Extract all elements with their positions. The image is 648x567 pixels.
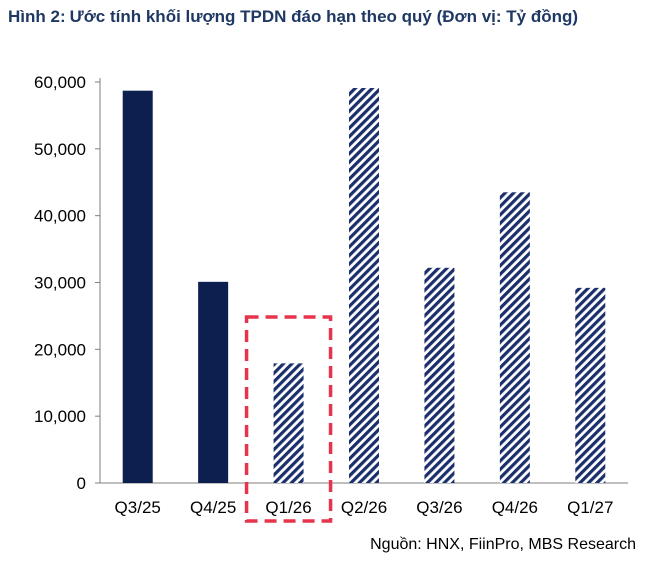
bar-q4-25 [198, 281, 229, 483]
bar-q3-25 [122, 90, 153, 484]
y-tick-label: 60,000 [34, 73, 86, 92]
highlight-dashed-box [244, 315, 333, 523]
x-tick-label: Q3/26 [416, 498, 462, 517]
x-axis: Q3/25 Q4/25 Q1/26 Q2/26 Q3/26 Q4/26 Q1/27 [100, 482, 628, 517]
y-tick-label: 30,000 [34, 274, 86, 293]
y-tick-label: 20,000 [34, 340, 86, 359]
bar-q4-26 [499, 192, 530, 483]
x-tick-label: Q1/26 [265, 498, 311, 517]
x-tick-label: Q2/26 [341, 498, 387, 517]
x-tick-label: Q3/25 [115, 498, 161, 517]
y-axis: 0 10,000 20,000 30,000 40,000 50,000 60,000 [34, 73, 101, 493]
x-tick-label: Q4/26 [492, 498, 538, 517]
chart-title: Hình 2: Ước tính khối lượng TPDN đáo hạn … [8, 6, 638, 28]
bar-q2-26 [349, 88, 379, 483]
bars [122, 88, 606, 484]
y-tick-label: 40,000 [34, 207, 86, 226]
bar-q3-26 [424, 267, 455, 483]
figure-title-text: Ước tính khối lượng TPDN đáo hạn theo qu… [69, 7, 579, 26]
highlight-box [244, 315, 333, 523]
bar-q1-27 [575, 287, 606, 483]
y-tick-label: 10,000 [34, 407, 86, 426]
y-tick-label: 50,000 [34, 140, 86, 159]
bar-q1-26 [273, 363, 304, 483]
source-note: Nguồn: HNX, FiinPro, MBS Research [370, 536, 636, 553]
y-tick-label: 0 [77, 474, 86, 493]
x-tick-label: Q4/25 [190, 498, 236, 517]
figure-label: Hình 2: [8, 7, 66, 26]
x-tick-label: Q1/27 [567, 498, 613, 517]
